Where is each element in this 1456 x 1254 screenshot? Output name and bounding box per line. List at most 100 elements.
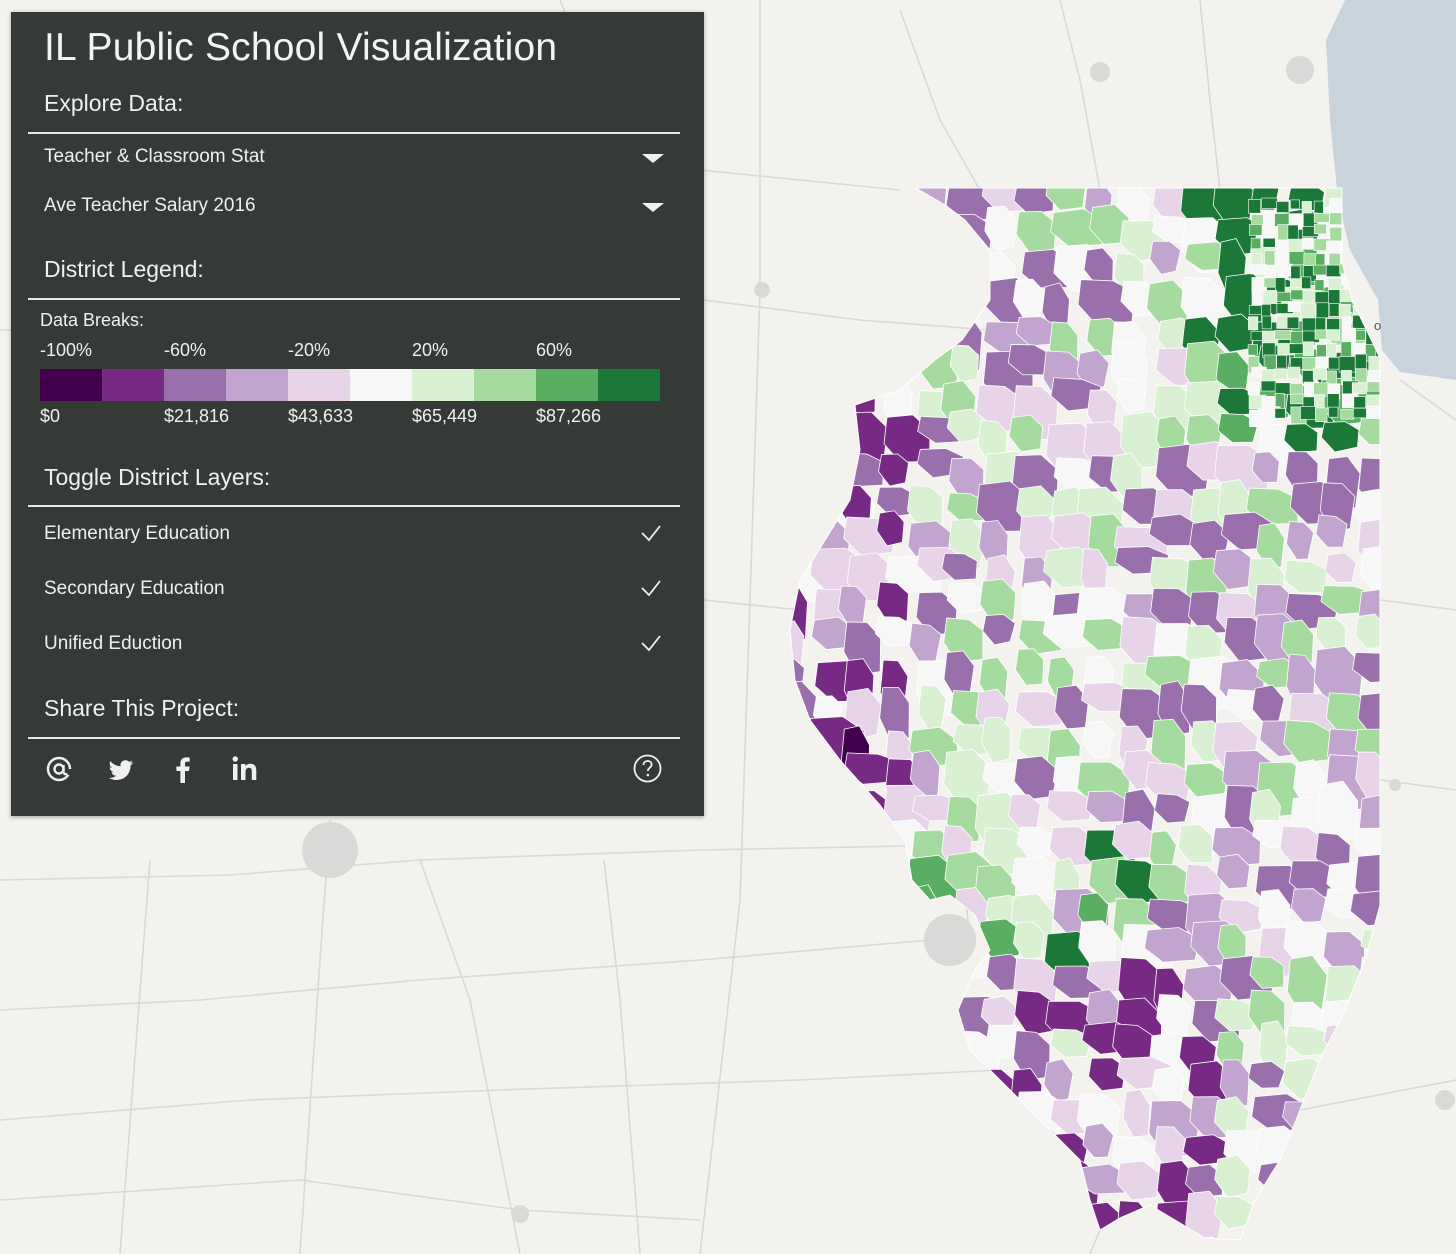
school-district[interactable] [1088, 1057, 1127, 1092]
school-district[interactable] [1250, 331, 1263, 341]
school-district[interactable] [1274, 330, 1292, 340]
school-district[interactable] [812, 253, 854, 296]
school-district[interactable] [1247, 382, 1259, 395]
school-district[interactable] [1143, 927, 1201, 963]
school-district[interactable] [808, 1056, 856, 1092]
school-district[interactable] [1261, 197, 1278, 209]
school-district[interactable] [1300, 406, 1316, 420]
school-district[interactable] [1015, 210, 1057, 255]
school-district[interactable] [1301, 237, 1314, 250]
school-district[interactable] [803, 423, 842, 454]
school-district[interactable] [1185, 1236, 1229, 1254]
school-district[interactable] [1289, 343, 1304, 354]
school-district[interactable] [879, 687, 910, 743]
school-district[interactable] [1314, 279, 1325, 291]
school-district[interactable] [1302, 290, 1317, 305]
school-district[interactable] [1260, 380, 1277, 392]
school-district[interactable] [1353, 407, 1367, 419]
school-district[interactable] [944, 248, 988, 306]
school-district[interactable] [776, 1064, 825, 1121]
school-district[interactable] [1249, 956, 1285, 989]
school-district[interactable] [774, 959, 828, 998]
school-district[interactable] [906, 1203, 954, 1254]
school-district[interactable] [848, 1124, 906, 1156]
school-district[interactable] [1312, 264, 1327, 276]
school-district[interactable] [1339, 263, 1354, 275]
school-district[interactable] [885, 1232, 940, 1254]
school-district[interactable] [1366, 405, 1380, 419]
school-district[interactable] [1357, 692, 1401, 738]
school-district[interactable] [979, 578, 1017, 624]
school-district[interactable] [848, 1203, 883, 1240]
school-district[interactable] [1251, 253, 1263, 266]
school-district[interactable] [1323, 1022, 1369, 1054]
school-district[interactable] [1338, 356, 1356, 373]
school-district[interactable] [1315, 317, 1326, 331]
school-district[interactable] [1251, 214, 1264, 226]
school-district[interactable] [1082, 1239, 1122, 1254]
school-district[interactable] [1251, 1093, 1309, 1132]
school-district[interactable] [844, 855, 903, 900]
school-district[interactable] [1342, 251, 1353, 269]
school-district[interactable] [985, 1235, 1034, 1254]
school-district[interactable] [1313, 200, 1324, 214]
school-district[interactable] [1368, 356, 1380, 372]
school-district[interactable] [777, 279, 818, 335]
school-district[interactable] [1250, 1201, 1303, 1249]
school-district[interactable] [940, 1133, 976, 1175]
school-district[interactable] [1320, 421, 1360, 453]
school-district[interactable] [1250, 237, 1262, 250]
school-district[interactable] [847, 961, 877, 1006]
school-district[interactable] [1262, 290, 1278, 304]
school-district[interactable] [980, 1201, 1021, 1240]
school-district[interactable] [1281, 1057, 1331, 1100]
school-district[interactable] [1116, 1200, 1152, 1254]
school-district[interactable] [1248, 305, 1264, 315]
school-district[interactable] [1340, 409, 1355, 420]
school-district[interactable] [1116, 1160, 1160, 1201]
school-district[interactable] [807, 343, 854, 404]
school-district[interactable] [1247, 1060, 1286, 1089]
school-district[interactable] [1289, 1136, 1348, 1194]
school-district[interactable] [984, 205, 1016, 251]
school-district[interactable] [1286, 520, 1315, 560]
school-district[interactable] [940, 279, 977, 324]
school-district[interactable] [1318, 1236, 1367, 1254]
school-district[interactable] [816, 1195, 874, 1232]
school-district[interactable] [875, 1097, 928, 1140]
school-district[interactable] [1328, 289, 1341, 305]
school-district[interactable] [1263, 354, 1277, 370]
school-district[interactable] [1315, 514, 1348, 548]
school-district[interactable] [1303, 381, 1315, 399]
school-district[interactable] [770, 1189, 813, 1232]
school-district[interactable] [986, 1172, 1025, 1211]
school-district[interactable] [906, 958, 963, 1019]
school-district[interactable] [1287, 366, 1301, 380]
school-district[interactable] [813, 1031, 858, 1083]
school-district[interactable] [816, 856, 856, 902]
school-district[interactable] [782, 887, 838, 919]
school-district[interactable] [782, 1135, 810, 1172]
school-district[interactable] [1290, 888, 1327, 924]
school-district[interactable] [851, 820, 902, 870]
school-district[interactable] [1249, 409, 1263, 428]
school-district[interactable] [1247, 344, 1258, 356]
school-district[interactable] [1352, 651, 1405, 683]
school-district[interactable] [876, 581, 909, 625]
category-select[interactable]: Teacher & Classroom Stat [44, 142, 664, 174]
school-district[interactable] [874, 209, 931, 250]
school-district[interactable] [1251, 451, 1280, 484]
school-district[interactable] [878, 453, 910, 487]
school-district[interactable] [1302, 357, 1317, 370]
school-district[interactable] [807, 999, 852, 1058]
school-district[interactable] [1261, 315, 1272, 330]
school-district[interactable] [782, 1158, 834, 1209]
school-district[interactable] [874, 1127, 916, 1182]
school-district[interactable] [842, 1239, 880, 1254]
school-district[interactable] [1177, 824, 1213, 864]
help-icon[interactable] [633, 754, 662, 783]
school-district[interactable] [1349, 890, 1402, 927]
school-district[interactable] [846, 790, 891, 833]
school-district[interactable] [1280, 1196, 1333, 1238]
school-district[interactable] [1049, 1203, 1084, 1242]
